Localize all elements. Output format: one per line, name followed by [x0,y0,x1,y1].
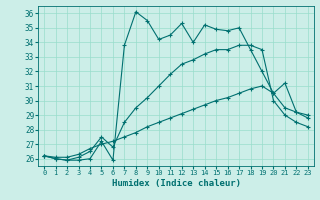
X-axis label: Humidex (Indice chaleur): Humidex (Indice chaleur) [111,179,241,188]
